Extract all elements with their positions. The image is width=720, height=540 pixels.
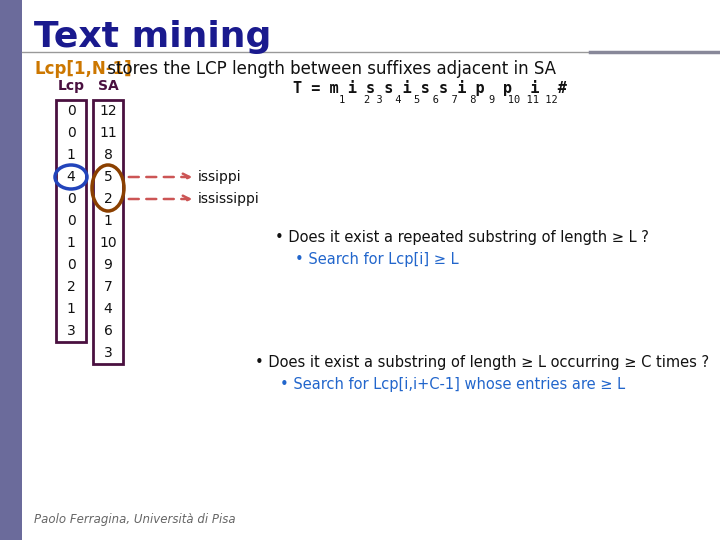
Text: 1: 1	[66, 236, 76, 250]
Text: 1: 1	[66, 302, 76, 316]
Text: stores the LCP length between suffixes adjacent in SA: stores the LCP length between suffixes a…	[102, 60, 556, 78]
Text: 0: 0	[67, 126, 76, 140]
Text: ississippi: ississippi	[198, 192, 260, 206]
Text: Paolo Ferragina, Università di Pisa: Paolo Ferragina, Università di Pisa	[34, 513, 235, 526]
Text: 11: 11	[99, 126, 117, 140]
Text: issippi: issippi	[198, 170, 242, 184]
Text: 3: 3	[104, 346, 112, 360]
Text: 4: 4	[104, 302, 112, 316]
Text: Lcp: Lcp	[58, 79, 84, 93]
Text: 1: 1	[66, 148, 76, 162]
Text: 9: 9	[104, 258, 112, 272]
Bar	[93, 100, 123, 364]
Text: 1   2 3  4  5  6  7  8  9  10 11 12: 1 2 3 4 5 6 7 8 9 10 11 12	[338, 95, 557, 105]
Text: • Does it exist a substring of length ≥ L occurring ≥ C times ?: • Does it exist a substring of length ≥ …	[255, 355, 709, 370]
Text: SA: SA	[98, 79, 118, 93]
Text: 0: 0	[67, 192, 76, 206]
Text: • Does it exist a repeated substring of length ≥ L ?: • Does it exist a repeated substring of …	[275, 230, 649, 245]
Text: • Search for Lcp[i,i+C-1] whose entries are ≥ L: • Search for Lcp[i,i+C-1] whose entries …	[280, 377, 625, 392]
Text: 4: 4	[67, 170, 76, 184]
Text: 2: 2	[104, 192, 112, 206]
Bar	[0, 0, 22, 540]
Text: 3: 3	[67, 324, 76, 338]
Text: 6: 6	[104, 324, 112, 338]
Text: Text mining: Text mining	[34, 20, 271, 54]
Text: 12: 12	[99, 104, 117, 118]
Text: 10: 10	[99, 236, 117, 250]
Text: 5: 5	[104, 170, 112, 184]
Bar	[56, 100, 86, 342]
Text: 0: 0	[67, 104, 76, 118]
Text: 7: 7	[104, 280, 112, 294]
Text: 8: 8	[104, 148, 112, 162]
Text: 0: 0	[67, 214, 76, 228]
Text: 2: 2	[67, 280, 76, 294]
Text: Lcp[1,N-1]: Lcp[1,N-1]	[34, 60, 132, 78]
Text: 1: 1	[104, 214, 112, 228]
Text: • Search for Lcp[i] ≥ L: • Search for Lcp[i] ≥ L	[295, 252, 459, 267]
Text: 0: 0	[67, 258, 76, 272]
Text: T = m i s s i s s i p  p  i  #: T = m i s s i s s i p p i #	[293, 80, 567, 96]
